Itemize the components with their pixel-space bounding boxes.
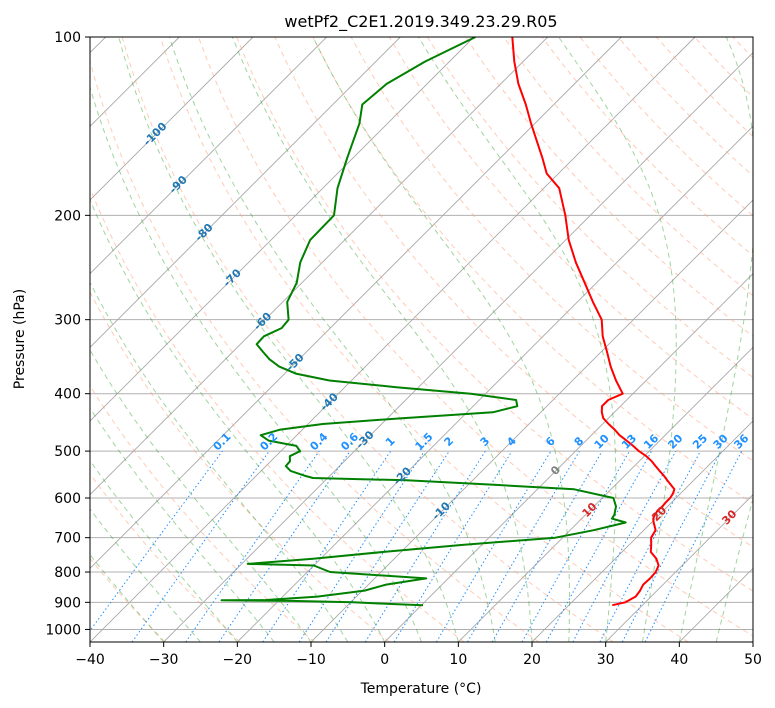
x-axis-title: Temperature (°C)	[360, 681, 482, 697]
x-tick-label: −20	[223, 652, 253, 668]
mixing-ratio-line	[131, 450, 270, 642]
dewpoint-profile-line	[220, 37, 627, 607]
mixing-ratio-line	[521, 450, 630, 642]
mixing-ratio-line	[185, 450, 320, 642]
dry-adiabat-line	[121, 37, 614, 642]
moist-adiabat-line	[90, 554, 165, 642]
mixing-ratio-line	[90, 450, 223, 632]
moist-adiabat-line	[90, 459, 238, 642]
skewed-isotherms	[90, 37, 753, 642]
moist-adiabat-line	[418, 37, 617, 642]
mixing-ratio-line	[393, 450, 513, 642]
temperature-profile-line	[511, 37, 676, 607]
mixing-ratio-line	[218, 450, 351, 642]
x-tick-label: −10	[296, 652, 326, 668]
plot-frame	[89, 36, 754, 643]
isotherm-line	[90, 37, 327, 275]
x-tick-label: 30	[597, 652, 615, 668]
dry-adiabat-line	[159, 37, 689, 642]
moist-adiabat-line	[118, 37, 459, 642]
dry-adiabat-line	[350, 37, 753, 462]
isotherm-line	[90, 37, 401, 348]
x-tick-label: 50	[744, 652, 762, 668]
dry-adiabat-line	[90, 291, 390, 642]
isotherm-line	[310, 199, 753, 642]
mixing-ratio-line	[262, 450, 392, 642]
moist-adiabat-line	[231, 37, 533, 642]
y-tick-label: 1000	[45, 622, 81, 638]
moist-adiabat-line	[90, 198, 386, 642]
y-tick-label: 600	[54, 491, 81, 507]
moist-adiabat-line	[558, 37, 677, 642]
mixing-ratio-lines	[90, 450, 743, 642]
y-tick-label: 100	[54, 30, 81, 46]
y-tick-label: 700	[54, 531, 81, 547]
y-tick-label: 400	[54, 387, 81, 403]
x-axis: −40 −30 −20 −10 0 10 20 30 40 50	[75, 642, 762, 668]
isotherm-line	[90, 37, 622, 569]
isotherm-line	[237, 125, 753, 642]
dry-adiabat-line	[465, 37, 753, 338]
isotherm-line	[90, 37, 254, 201]
dry-adiabat-line	[90, 472, 241, 642]
dry-adiabat-line	[503, 37, 753, 297]
sounding-series	[220, 37, 676, 607]
y-tick-label: 800	[54, 565, 81, 581]
moist-adiabat-line	[90, 349, 312, 642]
isotherm-line	[458, 346, 753, 642]
moist-adiabat-line	[90, 85, 422, 642]
dry-adiabat-line	[90, 186, 465, 642]
mixing-ratio-line	[325, 450, 450, 642]
dry-adiabat-line	[90, 557, 166, 642]
isotherm-line	[531, 420, 753, 642]
y-axis-title: Pressure (hPa)	[12, 289, 28, 389]
chart-title: wetPf2_C2E1.2019.349.23.29.R05	[284, 12, 557, 32]
dry-adiabat-line	[274, 37, 753, 548]
y-tick-label: 900	[54, 595, 81, 611]
y-tick-label: 500	[54, 444, 81, 460]
isotherm-line	[163, 52, 753, 642]
isotherm-line	[605, 494, 753, 642]
moist-adiabat-line	[90, 508, 201, 642]
plot-content: -100-90-80-70-60-50-40-30-20-10 10 20 300.1…	[90, 37, 753, 642]
dry-adiabat-line	[90, 384, 316, 642]
x-tick-label: 40	[670, 652, 688, 668]
y-axis: 100 200 300 400 500 600 700 800 900 1000	[45, 30, 90, 638]
isotherm-line	[384, 273, 753, 642]
mixing-ratio-line	[644, 450, 743, 642]
mixing-ratio-line	[572, 450, 677, 642]
isotherm-line	[90, 37, 475, 422]
x-tick-label: −40	[75, 652, 105, 668]
moist-adiabat-line	[168, 37, 496, 642]
plot-area	[90, 37, 753, 642]
mixing-ratio-line	[298, 450, 425, 642]
moist-adiabat-line	[312, 37, 570, 642]
x-tick-label: 20	[523, 652, 541, 668]
moist-adiabats	[90, 37, 753, 642]
mixing-ratio-line	[545, 450, 653, 642]
y-tick-label: 300	[54, 313, 81, 329]
x-tick-label: 10	[449, 652, 467, 668]
dry-adiabat-line	[236, 37, 753, 592]
isotherm-line	[90, 37, 696, 642]
dry-adiabat-line	[312, 37, 753, 505]
dry-adiabat-line	[90, 59, 540, 642]
y-tick-label: 200	[54, 208, 81, 224]
x-tick-label: 0	[380, 652, 389, 668]
isotherm-line	[90, 37, 548, 496]
x-tick-label: −30	[149, 652, 179, 668]
